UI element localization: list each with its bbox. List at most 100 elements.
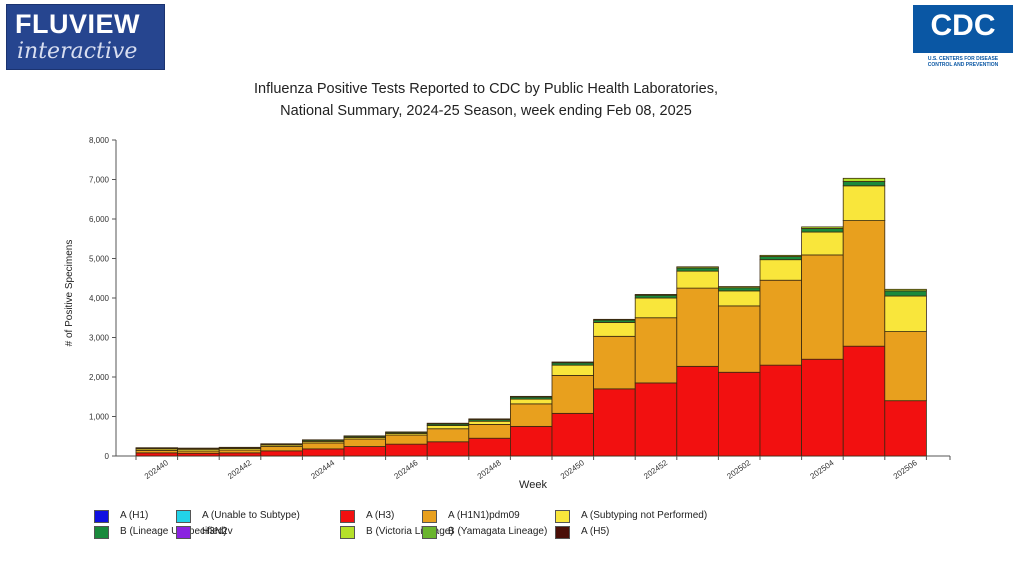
bar-segment xyxy=(218,449,262,454)
bar-segment xyxy=(468,418,511,421)
x-axis-label: Week xyxy=(519,479,547,491)
bar-segment xyxy=(551,361,594,364)
bar-segment xyxy=(177,452,220,457)
bar-segment xyxy=(260,446,303,452)
legend-swatch xyxy=(176,526,191,539)
legend-swatch xyxy=(94,510,109,523)
x-tick-label: 202444 xyxy=(309,458,336,481)
legend-swatch xyxy=(94,526,109,539)
bar-segment xyxy=(801,226,844,229)
bar-segment xyxy=(468,420,511,425)
bar-segment xyxy=(884,290,927,297)
legend-label: B (Yamagata Lineage) xyxy=(448,526,548,537)
x-tick-label: 202452 xyxy=(642,458,669,481)
legend-label: A (H1) xyxy=(120,510,149,521)
legend-swatch xyxy=(340,510,355,523)
bar-segment xyxy=(551,412,594,457)
cdc-logo-tagline2: CONTROL AND PREVENTION xyxy=(927,62,999,68)
bar-segment xyxy=(551,364,594,376)
bar-segment xyxy=(842,185,886,221)
legend-swatch xyxy=(422,510,437,523)
bar-segment xyxy=(426,428,470,443)
y-tick-label: 3,000 xyxy=(89,334,110,343)
chart-title: Influenza Positive Tests Reported to CDC… xyxy=(254,81,718,97)
x-tick-label: 202448 xyxy=(476,458,503,481)
legend-label: B (Victoria Lineage) xyxy=(366,526,454,537)
legend-swatch xyxy=(555,510,570,523)
bar-segment xyxy=(509,395,553,398)
x-tick-label: 202506 xyxy=(892,458,919,481)
bar-segment xyxy=(801,358,844,457)
cdc-logo: CDC U.S. CENTERS FOR DISEASE CONTROL AND… xyxy=(910,5,1016,68)
bar-segment xyxy=(135,452,178,457)
bar-segment xyxy=(759,279,802,366)
bar-segment xyxy=(842,181,886,187)
bar-segment xyxy=(842,220,886,347)
fluview-logo: FLUVIEW interactive xyxy=(6,4,165,70)
bar-segment xyxy=(718,371,761,457)
bar-segment xyxy=(759,256,802,261)
x-tick-label: 202446 xyxy=(393,458,420,481)
legend-swatch xyxy=(340,526,355,539)
cdc-logo-box xyxy=(913,5,1013,53)
fluview-logo-line2: interactive xyxy=(17,39,138,64)
y-axis-label: # of Positive Specimens xyxy=(64,240,75,347)
y-tick-label: 8,000 xyxy=(89,136,110,145)
bar-segment xyxy=(884,295,927,332)
bar-segment xyxy=(426,422,470,425)
bar-segment xyxy=(509,403,553,427)
bar-segment xyxy=(385,443,428,457)
bar-segment xyxy=(385,434,428,445)
x-tick-label: 202442 xyxy=(226,458,253,481)
bar-segment xyxy=(718,305,761,373)
bar-segment xyxy=(842,345,886,457)
y-tick-label: 6,000 xyxy=(89,215,110,224)
fluview-logo-line1: FLUVIEW xyxy=(15,9,140,39)
bar-segment xyxy=(718,286,761,289)
bar-segment xyxy=(842,177,886,182)
bar-segment xyxy=(884,400,927,457)
legend-label: H3N2v xyxy=(202,526,233,537)
bar-segment xyxy=(634,294,678,296)
bar-segment xyxy=(634,297,678,319)
bar-segment xyxy=(676,267,719,272)
legend-swatch xyxy=(422,526,437,539)
y-tick-label: 5,000 xyxy=(89,255,110,264)
y-tick-label: 0 xyxy=(105,452,110,461)
bar-segment xyxy=(426,425,470,430)
bar-segment xyxy=(593,322,636,337)
x-tick-label: 202440 xyxy=(143,458,170,481)
bar-segment xyxy=(884,288,927,292)
bar-segment xyxy=(593,388,636,457)
bar-segment xyxy=(884,331,927,402)
legend-label: B (Lineage Unspecified) xyxy=(120,526,227,537)
bar-segment xyxy=(759,254,802,257)
bar-segment xyxy=(343,438,386,447)
bar-segment xyxy=(593,318,636,321)
bar-segment xyxy=(509,425,553,457)
bar-segment xyxy=(468,437,511,457)
cdc-logo-word: CDC xyxy=(930,9,996,42)
bar-segment xyxy=(509,398,553,405)
legend-label: A (H1N1)pdm09 xyxy=(448,510,520,521)
legend-swatch xyxy=(176,510,191,523)
bar-segment xyxy=(676,270,719,289)
bar-segment xyxy=(551,375,594,414)
bar-segment xyxy=(468,423,511,439)
legend-label: A (Unable to Subtype) xyxy=(202,510,300,521)
y-tick-label: 1,000 xyxy=(89,413,110,422)
bar-segment xyxy=(676,365,719,457)
bar-segment xyxy=(301,448,345,457)
bar-segment xyxy=(676,266,719,269)
bar-segment xyxy=(634,294,678,299)
bar-segment xyxy=(718,287,761,292)
bar-segment xyxy=(759,259,802,281)
y-tick-label: 2,000 xyxy=(89,373,110,382)
bar-segment xyxy=(718,290,761,307)
x-tick-label: 202502 xyxy=(725,458,752,481)
bar-segment xyxy=(801,254,844,360)
bar-segment xyxy=(260,450,303,457)
x-tick-label: 202504 xyxy=(809,458,836,481)
bar-segment xyxy=(634,317,678,384)
